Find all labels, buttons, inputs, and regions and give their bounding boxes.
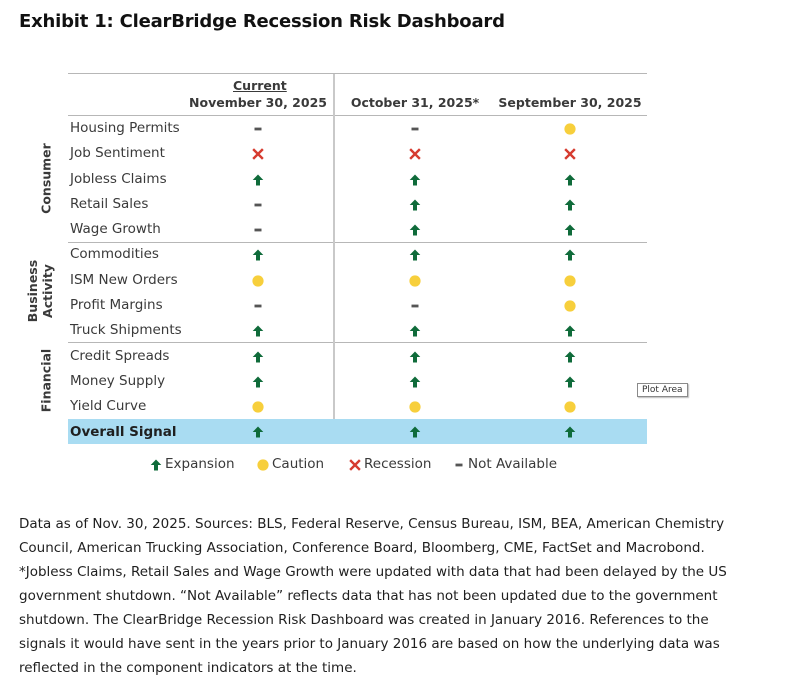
current-column-divider [333,74,335,444]
footnote-line: government shutdown. “Not Available” ref… [19,588,718,604]
dashboard-figure: Current November 30, 2025 October 31, 20… [25,73,688,472]
caution-dot-icon [563,400,577,414]
row-label-commodities: Commodities [70,246,159,262]
not-available-dash-icon [408,299,422,313]
expansion-arrow-icon [149,458,163,472]
footnote-text: Data as of Nov. 30, 2025. Sources: BLS, … [19,512,754,680]
footnote-line: reflected in the component indicators at… [19,660,357,676]
overall-signal-row [68,419,647,444]
caution-dot-icon [256,458,270,472]
expansion-arrow-icon [408,350,422,364]
column-current-tag: Current [233,78,287,93]
expansion-arrow-icon [563,425,577,439]
expansion-arrow-icon [251,350,265,364]
row-label-yield-curve: Yield Curve [70,398,147,414]
group-label-business-activity: Business Activity [25,259,55,323]
expansion-arrow-icon [251,324,265,338]
row-label-job-sentiment: Job Sentiment [70,145,165,161]
caution-dot-icon [408,400,422,414]
row-label-ism-new-orders: ISM New Orders [70,272,178,288]
caution-dot-icon [251,400,265,414]
page-title: Exhibit 1: ClearBridge Recession Risk Da… [19,11,505,32]
caution-dot-icon [563,122,577,136]
not-available-dash-icon [251,122,265,136]
not-available-dash-icon [408,122,422,136]
expansion-arrow-icon [408,198,422,212]
caution-dot-icon [408,274,422,288]
footnote-line: Council, American Trucking Association, … [19,540,705,556]
recession-x-icon [251,147,265,161]
row-label-wage-growth: Wage Growth [70,221,161,237]
footnote-line: Data as of Nov. 30, 2025. Sources: BLS, … [19,516,725,532]
expansion-arrow-icon [408,425,422,439]
recession-x-icon [348,458,362,472]
not-available-dash-icon [452,458,466,472]
footnote-line: shutdown. The ClearBridge Recession Risk… [19,612,709,628]
not-available-dash-icon [251,198,265,212]
consumer-divider [68,242,647,243]
expansion-arrow-icon [251,375,265,389]
caution-dot-icon [563,299,577,313]
row-label-profit-margins: Profit Margins [70,297,163,313]
expansion-arrow-icon [408,324,422,338]
expansion-arrow-icon [408,173,422,187]
header-rule [68,115,647,116]
expansion-arrow-icon [251,173,265,187]
footnote-line: *Jobless Claims, Retail Sales and Wage G… [19,564,727,580]
recession-x-icon [408,147,422,161]
expansion-arrow-icon [251,425,265,439]
expansion-arrow-icon [563,223,577,237]
not-available-dash-icon [251,223,265,237]
column-header-sep: September 30, 2025 [498,95,642,110]
expansion-arrow-icon [563,173,577,187]
expansion-arrow-icon [563,198,577,212]
expansion-arrow-icon [563,375,577,389]
expansion-arrow-icon [408,223,422,237]
group-label-financial: Financial [38,348,54,413]
expansion-arrow-icon [563,248,577,262]
caution-dot-icon [251,274,265,288]
expansion-arrow-icon [408,375,422,389]
row-label-overall-signal: Overall Signal [70,424,177,440]
business-divider [68,342,647,343]
footnote-line: signals it would have sent in the years … [19,636,720,652]
column-header-oct: October 31, 2025* [350,95,480,110]
not-available-dash-icon [251,299,265,313]
row-label-retail-sales: Retail Sales [70,196,149,212]
row-label-money-supply: Money Supply [70,373,166,389]
caution-dot-icon [563,274,577,288]
expansion-arrow-icon [251,248,265,262]
expansion-arrow-icon [408,248,422,262]
recession-x-icon [563,147,577,161]
row-label-jobless-claims: Jobless Claims [70,171,167,187]
plot-area-tooltip: Plot Area [637,383,688,397]
row-label-credit-spreads: Credit Spreads [70,348,170,364]
row-label-housing-permits: Housing Permits [70,120,180,136]
column-header-nov: November 30, 2025 [189,95,327,110]
table-top-rule [68,73,647,74]
group-label-consumer: Consumer [38,143,54,214]
expansion-arrow-icon [563,324,577,338]
expansion-arrow-icon [563,350,577,364]
row-label-truck-shipments: Truck Shipments [70,322,182,338]
